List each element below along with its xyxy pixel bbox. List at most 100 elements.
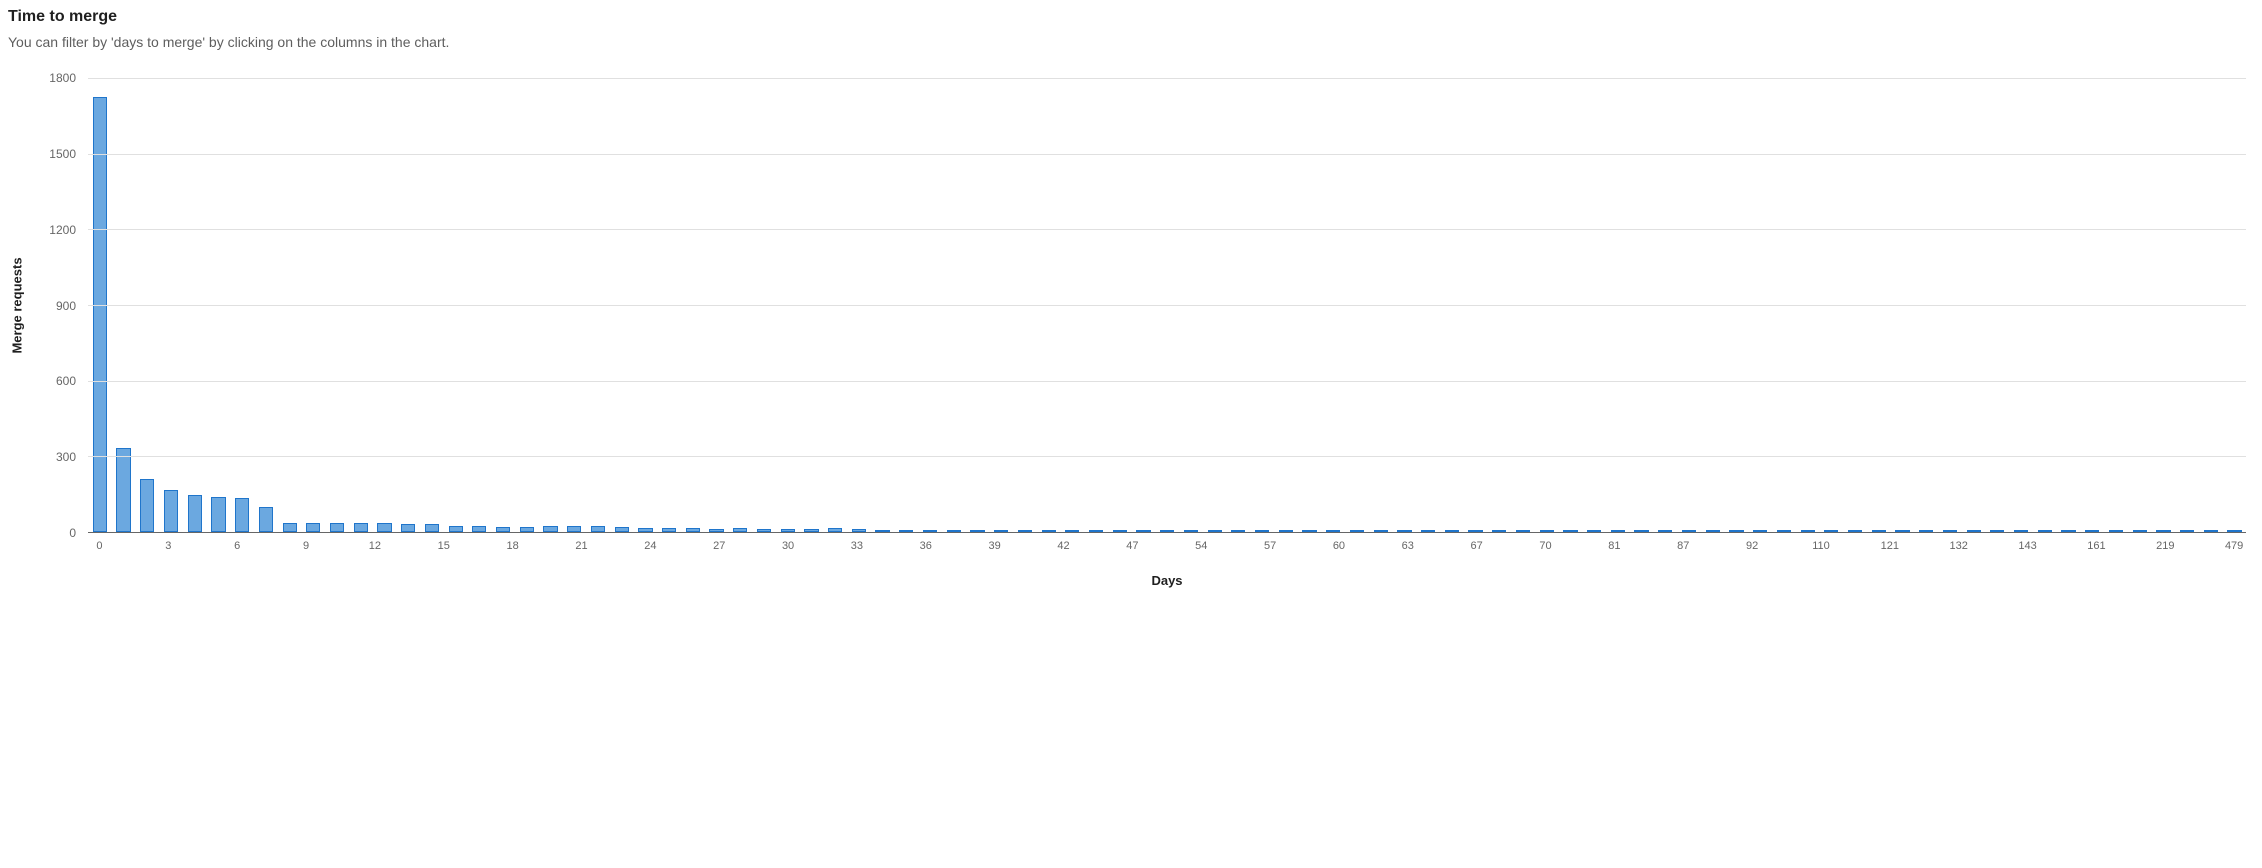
chart-bar[interactable]: [1018, 530, 1032, 532]
chart-bar[interactable]: [591, 526, 605, 532]
chart-bar[interactable]: [2156, 530, 2170, 532]
chart-bar[interactable]: [1255, 530, 1269, 532]
chart-bar[interactable]: [2227, 530, 2241, 532]
chart-bar[interactable]: [1042, 530, 1056, 532]
x-tick: 87: [1672, 540, 1695, 560]
chart-bar[interactable]: [662, 528, 676, 532]
chart-bar[interactable]: [354, 523, 368, 532]
chart-bar[interactable]: [1706, 530, 1720, 532]
chart-bar[interactable]: [1208, 530, 1222, 532]
chart-bar[interactable]: [1967, 530, 1981, 532]
chart-bar[interactable]: [1468, 530, 1482, 532]
chart-bar[interactable]: [1421, 530, 1435, 532]
chart-bar[interactable]: [1848, 530, 1862, 532]
chart-bar[interactable]: [947, 530, 961, 532]
chart-bar[interactable]: [283, 523, 297, 532]
chart-bar[interactable]: [875, 530, 889, 532]
chart-bar[interactable]: [733, 528, 747, 532]
chart-bar[interactable]: [449, 526, 463, 532]
chart-bar[interactable]: [1089, 530, 1103, 532]
chart-bar[interactable]: [1824, 530, 1838, 532]
chart-bar[interactable]: [2133, 530, 2147, 532]
chart-bar[interactable]: [638, 528, 652, 532]
chart-bar[interactable]: [1587, 530, 1601, 532]
grid-line: [88, 456, 2246, 457]
chart-bar[interactable]: [1397, 530, 1411, 532]
chart-bar[interactable]: [2061, 530, 2075, 532]
chart-bar[interactable]: [1160, 530, 1174, 532]
chart-bar[interactable]: [520, 527, 534, 532]
chart-bar[interactable]: [1943, 530, 1957, 532]
chart-bar[interactable]: [1136, 530, 1150, 532]
chart-bar[interactable]: [1516, 530, 1530, 532]
chart-bar[interactable]: [2014, 530, 2028, 532]
chart-bar[interactable]: [1540, 530, 1554, 532]
chart-bar[interactable]: [994, 530, 1008, 532]
chart-bar[interactable]: [804, 529, 818, 532]
chart-bar[interactable]: [781, 529, 795, 532]
chart-bar[interactable]: [1279, 530, 1293, 532]
chart-bar[interactable]: [472, 526, 486, 532]
chart-bar[interactable]: [1777, 530, 1791, 532]
chart-bar[interactable]: [970, 530, 984, 532]
chart-bar[interactable]: [1350, 530, 1364, 532]
chart-bar[interactable]: [899, 530, 913, 532]
chart-bar[interactable]: [330, 523, 344, 532]
chart-bar[interactable]: [2038, 530, 2052, 532]
chart-bar[interactable]: [615, 527, 629, 532]
chart-bar[interactable]: [1990, 530, 2004, 532]
chart-bar[interactable]: [1445, 530, 1459, 532]
chart-bar[interactable]: [1374, 530, 1388, 532]
chart-bar[interactable]: [1729, 530, 1743, 532]
chart-bar[interactable]: [306, 523, 320, 532]
chart-bar[interactable]: [211, 497, 225, 532]
chart-bar[interactable]: [164, 490, 178, 532]
chart-bar[interactable]: [1753, 530, 1767, 532]
chart-bar[interactable]: [1065, 530, 1079, 532]
chart-bar[interactable]: [259, 507, 273, 532]
chart-bar[interactable]: [401, 524, 415, 532]
grid-line: [88, 229, 2246, 230]
chart-bar[interactable]: [686, 528, 700, 532]
chart-bar[interactable]: [1634, 530, 1648, 532]
chart-bar[interactable]: [496, 527, 510, 532]
chart-bar[interactable]: [1919, 530, 1933, 532]
x-tick: [1832, 540, 1855, 560]
chart-bar[interactable]: [140, 479, 154, 532]
plot-area: [88, 78, 2246, 533]
chart-bar[interactable]: [852, 529, 866, 532]
chart-bar[interactable]: [1231, 530, 1245, 532]
x-tick: 92: [1741, 540, 1764, 560]
chart-bar[interactable]: [1682, 530, 1696, 532]
chart-bar[interactable]: [235, 498, 249, 532]
chart-bar[interactable]: [2085, 530, 2099, 532]
chart-bar[interactable]: [543, 526, 557, 532]
chart-bar[interactable]: [2109, 530, 2123, 532]
chart-bar[interactable]: [425, 524, 439, 532]
chart-bar[interactable]: [188, 495, 202, 532]
chart-bar[interactable]: [709, 529, 723, 532]
chart-bar[interactable]: [1872, 530, 1886, 532]
chart-bar[interactable]: [757, 529, 771, 532]
chart-bar[interactable]: [1658, 530, 1672, 532]
chart-bar[interactable]: [1492, 530, 1506, 532]
x-tick: [249, 540, 272, 560]
chart-bar[interactable]: [1563, 530, 1577, 532]
grid-line: [88, 78, 2246, 79]
x-tick: [1305, 540, 1328, 560]
chart-bar[interactable]: [567, 526, 581, 532]
chart-bar[interactable]: [116, 448, 130, 532]
chart-bar[interactable]: [1611, 530, 1625, 532]
chart-bar[interactable]: [1113, 530, 1127, 532]
chart-bar[interactable]: [1326, 530, 1340, 532]
chart-bar[interactable]: [923, 530, 937, 532]
chart-bar[interactable]: [2180, 530, 2194, 532]
chart-bar[interactable]: [377, 523, 391, 532]
chart-bar[interactable]: [828, 528, 842, 532]
chart-bar[interactable]: [1184, 530, 1198, 532]
chart-bar[interactable]: [2204, 530, 2218, 532]
chart-bar[interactable]: [93, 97, 107, 532]
chart-bar[interactable]: [1895, 530, 1909, 532]
chart-bar[interactable]: [1801, 530, 1815, 532]
chart-bar[interactable]: [1302, 530, 1316, 532]
